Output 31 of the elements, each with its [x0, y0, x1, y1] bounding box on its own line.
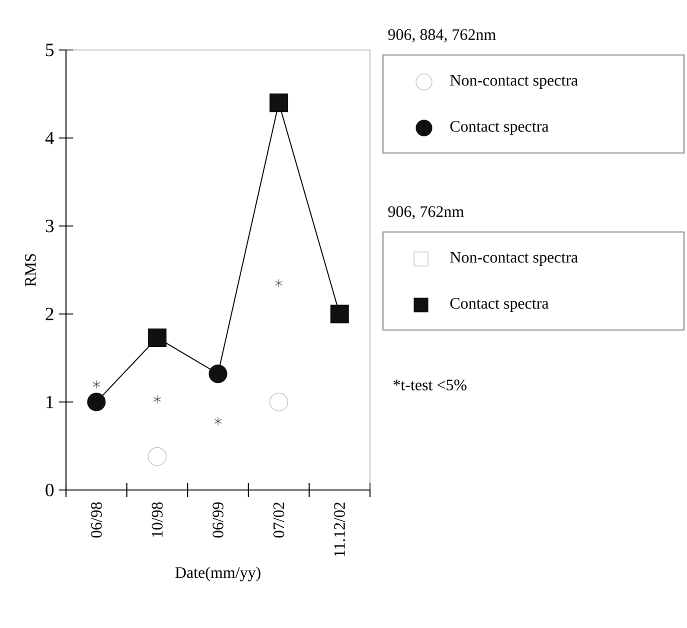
y-axis-title: RMS	[25, 254, 36, 286]
point	[148, 447, 166, 466]
point	[214, 417, 222, 426]
text: 906, 762nm	[388, 206, 464, 220]
x-tick-label: 07/02	[273, 502, 284, 538]
y-tick-label: 5	[46, 44, 54, 56]
point	[153, 395, 161, 404]
y-tick-label: 0	[46, 484, 54, 496]
point	[270, 94, 288, 112]
x-tick-label: 10/98	[152, 502, 163, 537]
legend-label: Non-contact spectra	[450, 75, 578, 89]
x-tick-label: 06/99	[212, 502, 224, 538]
y-tick-label: 2	[46, 308, 54, 320]
y-tick-label: 1	[46, 396, 54, 408]
y-tick-label: 4	[45, 132, 54, 144]
point	[330, 304, 349, 324]
x-axis-title: Date(mm/yy)	[175, 566, 260, 582]
legend-label: Non-contact spectra	[450, 252, 578, 266]
x-tick-label: 11.12/02	[334, 502, 346, 556]
point	[275, 278, 283, 288]
point	[270, 392, 288, 412]
point	[148, 328, 166, 348]
text: 906, 884, 762nm	[388, 29, 496, 42]
point	[92, 380, 100, 389]
y-tick-label: 3	[46, 220, 54, 232]
legend-label: Contact spectra	[450, 298, 549, 312]
legend-label: Contact spectra	[450, 120, 549, 135]
text: *t-test <5%	[393, 380, 467, 390]
point	[208, 364, 228, 384]
point	[87, 392, 106, 412]
x-tick-label: 06/98	[91, 502, 102, 538]
